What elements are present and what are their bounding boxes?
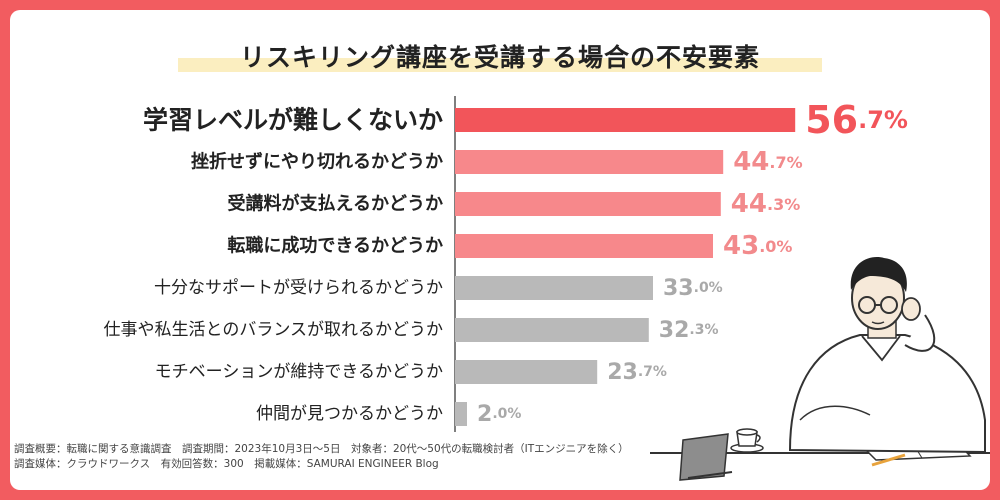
bar [455, 192, 721, 216]
category-label: 仕事や私生活とのバランスが取れるかどうか [104, 320, 444, 340]
bar [455, 234, 713, 258]
title-block: リスキリング講座を受講する場合の不安要素 [178, 38, 822, 74]
value-label: 23.7% [607, 360, 667, 385]
category-label: 学習レベルが難しくないか [143, 106, 443, 135]
bar [455, 276, 653, 300]
category-label: 受講料が支払えるかどうか [228, 193, 443, 215]
person-head [850, 257, 907, 330]
category-label: 転職に成功できるかどうか [227, 235, 443, 257]
survey-summary: 調査概要：転職に関する意識調査 調査期間：2023年10月3日〜5日 対象者：2… [14, 443, 629, 455]
category-label: 仲間が見つかるかどうか [256, 404, 443, 424]
bar [455, 402, 467, 426]
bar [455, 360, 598, 384]
bar [455, 150, 724, 174]
title-highlight [178, 58, 822, 72]
coffee-cup-icon [730, 428, 764, 453]
bar [455, 318, 649, 342]
value-label: 33.0% [663, 276, 723, 301]
chart-title: リスキリング講座を受講する場合の不安要素 [239, 43, 760, 72]
value-label: 44.3% [731, 189, 800, 219]
person-arm [901, 297, 936, 352]
value-label: 2.0% [477, 402, 521, 427]
survey-media: 調査媒体：クラウドワークス 有効回答数：300 掲載媒体：SAMURAI ENG… [14, 458, 439, 470]
value-label: 43.0% [723, 231, 792, 261]
survey-footer: 調査概要：転職に関する意識調査 調査期間：2023年10月3日〜5日 対象者：2… [14, 442, 629, 472]
category-label: モチベーションが維持できるかどうか [155, 362, 443, 382]
value-label: 44.7% [733, 147, 802, 177]
value-label: 32.3% [659, 318, 719, 343]
category-label: 挫折せずにやり切れるかどうか [191, 151, 443, 173]
person-body [788, 334, 986, 454]
value-label: 56.7% [805, 98, 908, 142]
bar [455, 108, 796, 132]
tablet-icon [679, 433, 733, 481]
category-label: 十分なサポートが受けられるかどうか [154, 278, 443, 298]
